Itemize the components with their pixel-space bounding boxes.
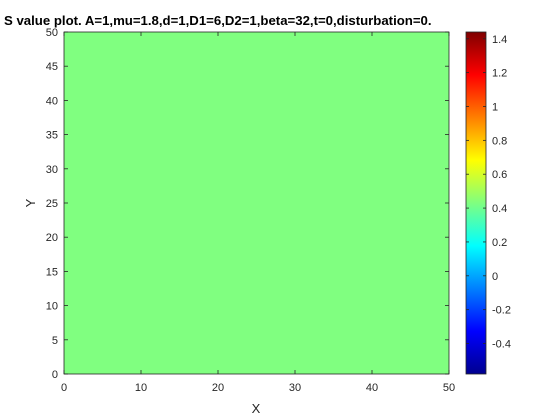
colorbar-tick-label: 0.8 <box>492 135 507 147</box>
y-tick-label: 30 <box>46 164 58 176</box>
colorbar-tick-label: 0 <box>492 271 498 283</box>
y-tick-label: 45 <box>46 61 58 73</box>
y-tick-label: 25 <box>46 198 58 210</box>
colorbar-tick-label: 1 <box>492 101 498 113</box>
x-tick-label: 0 <box>61 382 67 394</box>
x-axis-label: X <box>252 401 261 416</box>
y-tick-label: 0 <box>52 369 58 381</box>
y-axis-ticks: 0 5 10 15 20 25 30 35 40 45 50 <box>46 27 449 381</box>
y-tick-label: 35 <box>46 130 58 142</box>
y-tick-label: 15 <box>46 266 58 278</box>
y-tick-label: 10 <box>46 301 58 313</box>
colorbar-tick-label: -0.4 <box>492 339 511 351</box>
x-tick-label: 30 <box>289 382 301 394</box>
colorbar-tick-label: -0.2 <box>492 305 511 317</box>
colorbar-tick-label: 1.4 <box>492 34 507 46</box>
x-axis-ticks: 0 10 20 30 40 50 <box>61 32 455 394</box>
chart-title: S value plot. A=1,mu=1.8,d=1,D1=6,D2=1,b… <box>4 13 432 28</box>
colorbar-tick-label: 0.4 <box>492 203 507 215</box>
heatmap-field <box>63 31 450 375</box>
colorbar-ticks: -0.4 -0.2 0 0.2 0.4 0.6 0.8 1 1.2 1.4 <box>466 34 511 351</box>
x-tick-label: 20 <box>212 382 224 394</box>
y-tick-label: 5 <box>52 335 58 347</box>
colorbar-tick-label: 0.2 <box>492 237 507 249</box>
y-tick-label: 20 <box>46 232 58 244</box>
y-tick-label: 40 <box>46 95 58 107</box>
colorbar-tick-label: 0.6 <box>492 169 507 181</box>
colorbar-tick-label: 1.2 <box>492 68 507 80</box>
colorbar <box>465 31 487 375</box>
x-tick-label: 50 <box>443 382 455 394</box>
x-tick-label: 10 <box>135 382 147 394</box>
x-tick-label: 40 <box>366 382 378 394</box>
y-tick-label: 50 <box>46 27 58 39</box>
y-axis-label: Y <box>23 198 38 207</box>
